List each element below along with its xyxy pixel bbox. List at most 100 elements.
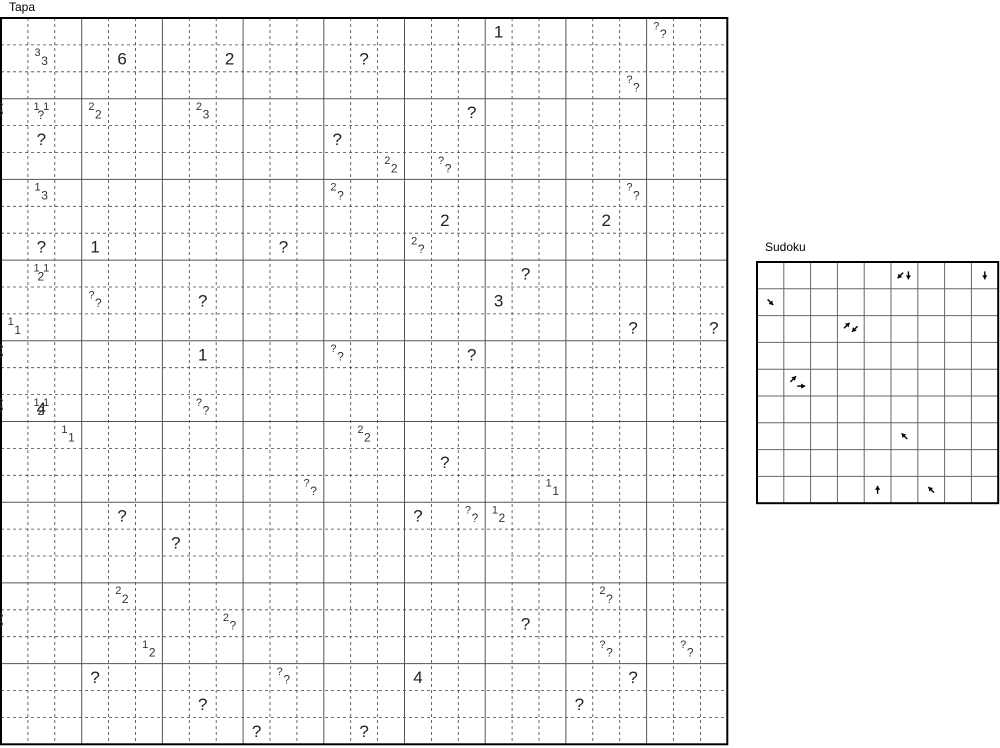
tapa-cell[interactable] bbox=[646, 98, 674, 126]
tapa-cell[interactable] bbox=[673, 636, 701, 664]
tapa-cell[interactable] bbox=[216, 556, 244, 583]
tapa-cell[interactable] bbox=[323, 206, 351, 234]
tapa-cell[interactable] bbox=[243, 529, 270, 556]
tapa-cell[interactable] bbox=[404, 582, 432, 610]
tapa-cell[interactable] bbox=[323, 529, 351, 556]
tapa-cell[interactable] bbox=[27, 71, 55, 99]
tapa-cell[interactable] bbox=[270, 44, 297, 72]
tapa-cell[interactable] bbox=[135, 367, 163, 395]
tapa-cell[interactable] bbox=[162, 340, 190, 368]
tapa-cell[interactable] bbox=[1, 71, 28, 99]
tapa-cell[interactable] bbox=[619, 609, 647, 637]
tapa-cell[interactable] bbox=[512, 717, 539, 745]
tapa-cell[interactable] bbox=[377, 44, 405, 72]
tapa-cell[interactable] bbox=[619, 502, 647, 530]
tapa-cell[interactable] bbox=[458, 98, 486, 126]
tapa-cell[interactable] bbox=[377, 556, 405, 583]
tapa-cell[interactable] bbox=[431, 260, 459, 287]
tapa-cell[interactable] bbox=[270, 313, 297, 341]
tapa-cell[interactable] bbox=[27, 179, 55, 207]
tapa-cell[interactable] bbox=[700, 233, 728, 261]
sudoku-cell[interactable] bbox=[891, 369, 918, 396]
tapa-cell[interactable] bbox=[270, 636, 297, 664]
tapa-cell[interactable] bbox=[539, 152, 566, 180]
tapa-cell[interactable] bbox=[216, 18, 244, 45]
tapa-cell[interactable] bbox=[512, 71, 539, 99]
tapa-cell[interactable] bbox=[377, 340, 405, 368]
tapa-cell[interactable] bbox=[350, 125, 378, 153]
tapa-cell[interactable] bbox=[296, 717, 324, 745]
tapa-cell[interactable] bbox=[512, 179, 539, 207]
tapa-cell[interactable] bbox=[296, 636, 324, 664]
tapa-cell[interactable] bbox=[350, 663, 378, 691]
tapa-cell[interactable] bbox=[431, 502, 459, 530]
sudoku-cell[interactable] bbox=[864, 262, 891, 289]
tapa-cell[interactable] bbox=[592, 502, 620, 530]
tapa-cell[interactable] bbox=[81, 582, 109, 610]
tapa-cell[interactable] bbox=[404, 44, 432, 72]
sudoku-cell[interactable] bbox=[810, 262, 838, 289]
tapa-cell[interactable] bbox=[512, 98, 539, 126]
tapa-cell[interactable] bbox=[296, 367, 324, 395]
tapa-cell[interactable] bbox=[243, 179, 270, 207]
tapa-cell[interactable] bbox=[565, 556, 593, 583]
tapa-cell[interactable] bbox=[81, 609, 109, 637]
tapa-cell[interactable] bbox=[270, 367, 297, 395]
tapa-cell[interactable] bbox=[323, 609, 351, 637]
sudoku-cell[interactable] bbox=[944, 288, 972, 316]
tapa-cell[interactable] bbox=[296, 179, 324, 207]
tapa-cell[interactable] bbox=[135, 475, 163, 503]
tapa-cell[interactable] bbox=[485, 582, 513, 610]
sudoku-cell[interactable] bbox=[971, 315, 999, 343]
tapa-cell[interactable] bbox=[216, 609, 244, 637]
tapa-cell[interactable] bbox=[673, 609, 701, 637]
tapa-cell[interactable] bbox=[296, 663, 324, 691]
tapa-cell[interactable] bbox=[619, 556, 647, 583]
tapa-cell[interactable] bbox=[27, 233, 55, 261]
tapa-cell[interactable] bbox=[619, 367, 647, 395]
tapa-cell[interactable] bbox=[108, 44, 136, 72]
tapa-cell[interactable] bbox=[592, 18, 620, 45]
tapa-cell[interactable] bbox=[350, 44, 378, 72]
sudoku-cell[interactable] bbox=[783, 449, 811, 477]
tapa-cell[interactable] bbox=[458, 367, 486, 395]
tapa-cell[interactable] bbox=[673, 206, 701, 234]
tapa-cell[interactable] bbox=[565, 690, 593, 718]
tapa-cell[interactable] bbox=[565, 475, 593, 503]
tapa-cell[interactable] bbox=[296, 287, 324, 314]
sudoku-cell[interactable] bbox=[757, 449, 784, 477]
tapa-cell[interactable] bbox=[512, 475, 539, 503]
tapa-cell[interactable] bbox=[431, 233, 459, 261]
tapa-cell[interactable] bbox=[108, 502, 136, 530]
sudoku-cell[interactable] bbox=[944, 262, 972, 289]
tapa-cell[interactable] bbox=[81, 475, 109, 503]
tapa-cell[interactable] bbox=[673, 260, 701, 287]
tapa-cell[interactable] bbox=[619, 287, 647, 314]
sudoku-cell[interactable] bbox=[810, 288, 838, 316]
tapa-cell[interactable] bbox=[592, 206, 620, 234]
tapa-cell[interactable] bbox=[404, 421, 432, 449]
tapa-cell[interactable] bbox=[431, 367, 459, 395]
tapa-cell[interactable] bbox=[700, 394, 728, 422]
tapa-cell[interactable] bbox=[539, 475, 566, 503]
tapa-cell[interactable] bbox=[485, 18, 513, 45]
tapa-cell[interactable] bbox=[646, 690, 674, 718]
tapa-cell[interactable] bbox=[431, 663, 459, 691]
tapa-cell[interactable] bbox=[485, 502, 513, 530]
tapa-cell[interactable] bbox=[485, 609, 513, 637]
tapa-cell[interactable] bbox=[27, 421, 55, 449]
tapa-cell[interactable] bbox=[189, 179, 217, 207]
tapa-cell[interactable] bbox=[1, 690, 28, 718]
tapa-cell[interactable] bbox=[135, 260, 163, 287]
tapa-cell[interactable] bbox=[162, 18, 190, 45]
sudoku-cell[interactable] bbox=[944, 449, 972, 477]
tapa-cell[interactable] bbox=[619, 179, 647, 207]
sudoku-cell[interactable] bbox=[837, 262, 865, 289]
tapa-cell[interactable] bbox=[539, 44, 566, 72]
tapa-cell[interactable] bbox=[565, 502, 593, 530]
tapa-cell[interactable] bbox=[350, 233, 378, 261]
tapa-cell[interactable] bbox=[673, 690, 701, 718]
tapa-cell[interactable] bbox=[296, 71, 324, 99]
tapa-cell[interactable] bbox=[646, 233, 674, 261]
tapa-cell[interactable] bbox=[673, 448, 701, 476]
